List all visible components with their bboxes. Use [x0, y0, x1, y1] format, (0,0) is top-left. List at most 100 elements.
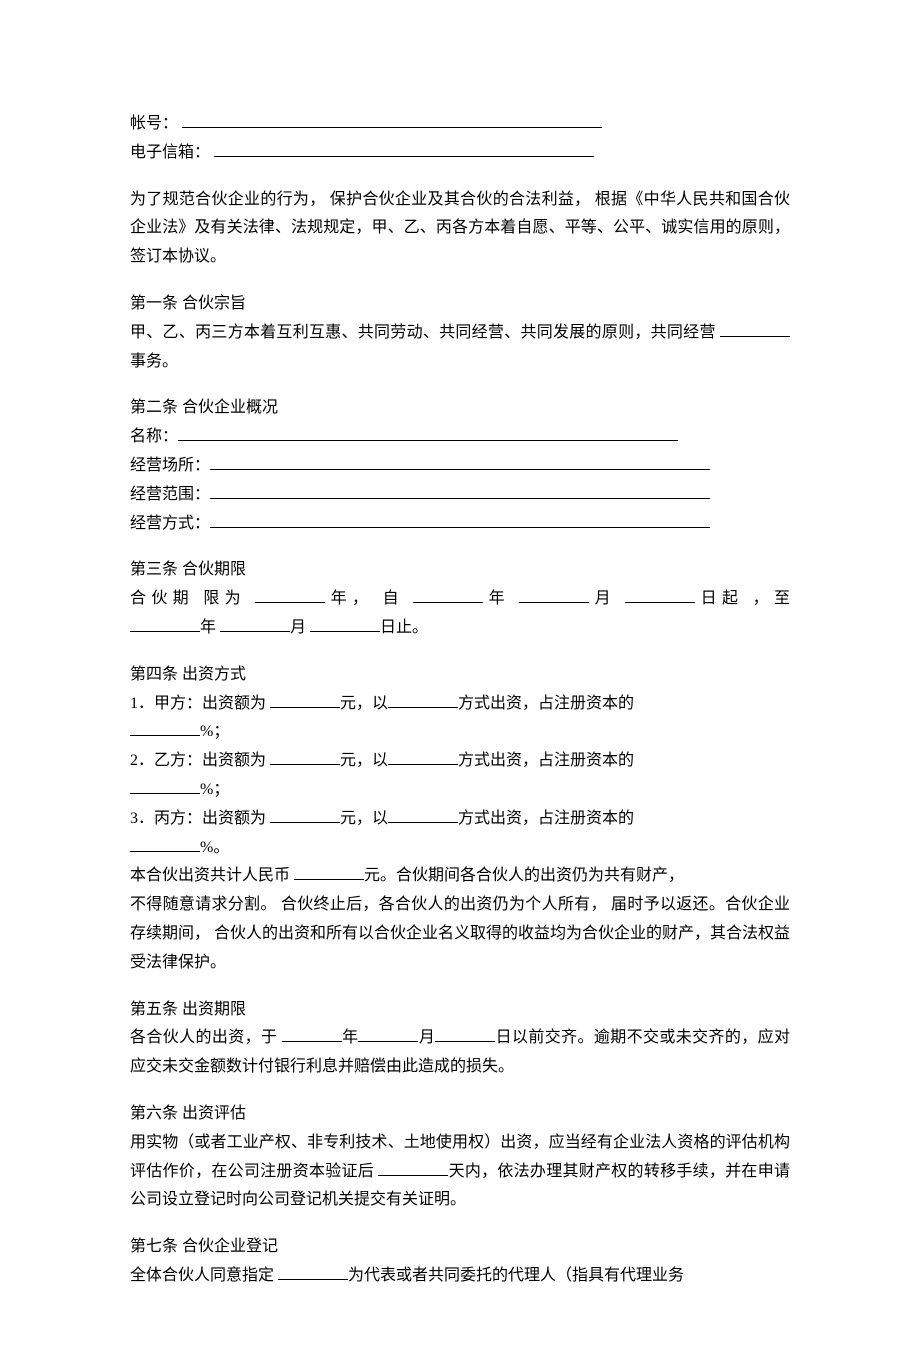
- a5-b: 年: [342, 1029, 359, 1046]
- article-7-body: 全体合伙人同意指定 为代表或者共同委托的代理人（指具有代理业务: [130, 1262, 790, 1291]
- a4-blank7: [270, 806, 340, 823]
- article-6: 第六条 出资评估 用实物（或者工业产权、非专利技术、土地使用权）出资，应当经有企…: [130, 1100, 790, 1215]
- article-2-scope-label: 经营范围：: [130, 486, 210, 503]
- a4-p2b: 元，以: [340, 752, 388, 769]
- a4-p2c: 方式出资，占注册资本的: [458, 752, 634, 769]
- article-6-body: 用实物（或者工业产权、非专利技术、土地使用权）出资，应当经有企业法人资格的评估机…: [130, 1129, 790, 1215]
- article-1-title: 第一条 合伙宗旨: [130, 290, 790, 319]
- a3-blank2: [413, 586, 483, 603]
- article-2-place-blank: [210, 453, 710, 470]
- article-5: 第五条 出资期限 各合伙人的出资，于 年月日以前交齐。逾期不交或未交齐的，应对应…: [130, 996, 790, 1082]
- article-2-mode-label: 经营方式：: [130, 515, 210, 532]
- a4-blank10: [294, 863, 364, 880]
- a4-p1b: 元，以: [340, 695, 388, 712]
- account-label: 帐号：: [130, 115, 178, 132]
- article-2-mode: 经营方式：: [130, 510, 790, 539]
- a4-p2a: 2．乙方：出资额为: [130, 752, 270, 769]
- a3-blank4: [625, 586, 695, 603]
- article-2-mode-blank: [210, 511, 710, 528]
- email-line: 电子信箱：: [130, 139, 790, 168]
- a4-blank5: [388, 748, 458, 765]
- article-5-title: 第五条 出资期限: [130, 996, 790, 1025]
- a5-c: 月: [418, 1029, 435, 1046]
- article-4-sumc: 不得随意请求分割。 合伙终止后，各合伙人的出资仍为个人所有， 届时予以返还。合伙…: [130, 891, 790, 977]
- article-2-scope-blank: [210, 482, 710, 499]
- a3-blank5: [130, 615, 200, 632]
- a3-blank6: [220, 615, 290, 632]
- a3-l1-a: 合伙期 限为: [130, 590, 255, 607]
- a4-blank3: [130, 719, 200, 736]
- account-blank: [182, 111, 602, 128]
- article-2-place: 经营场所：: [130, 452, 790, 481]
- article-3-line1: 合伙期 限为 年， 自 年 月 日起 ，至: [130, 585, 790, 614]
- a3-l1-b: 年， 自: [325, 590, 413, 607]
- article-2-name-blank: [178, 424, 678, 441]
- a4-pct1: %；: [200, 723, 229, 740]
- a4-pct2: %；: [200, 781, 229, 798]
- a3-l1-e: 日起 ，至: [695, 590, 790, 607]
- a4-blank1: [270, 691, 340, 708]
- a4-blank9: [130, 835, 200, 852]
- article-4-p3: 3．丙方：出资额为 元，以 方式出资，占注册资本的: [130, 805, 790, 834]
- a5-a: 各合伙人的出资，于: [130, 1029, 282, 1046]
- a7-b: 为代表或者共同委托的代理人（指具有代理业务: [348, 1267, 684, 1284]
- a4-blank4: [270, 748, 340, 765]
- article-1: 第一条 合伙宗旨 甲、乙、丙三方本着互利互惠、共同劳动、共同经营、共同发展的原则…: [130, 290, 790, 376]
- a3-blank3: [519, 586, 589, 603]
- article-1-body-post: 事务。: [130, 353, 178, 370]
- a4-p1a: 1．甲方：出资额为: [130, 695, 270, 712]
- article-2: 第二条 合伙企业概况 名称： 经营场所： 经营范围： 经营方式：: [130, 394, 790, 538]
- a5-blank3: [435, 1025, 495, 1042]
- article-4-sum: 本合伙出资共计人民币 元。合伙期间各合伙人的出资仍为共有财产，: [130, 862, 790, 891]
- article-2-title: 第二条 合伙企业概况: [130, 394, 790, 423]
- a4-p3c: 方式出资，占注册资本的: [458, 810, 634, 827]
- article-2-scope: 经营范围：: [130, 481, 790, 510]
- a3-l2-d: 日止。: [380, 619, 428, 636]
- article-1-body: 甲、乙、丙三方本着互利互惠、共同劳动、共同经营、共同发展的原则，共同经营 事务。: [130, 319, 790, 377]
- email-label: 电子信箱：: [130, 144, 210, 161]
- a4-p3a: 3．丙方：出资额为: [130, 810, 270, 827]
- a4-blank6: [130, 777, 200, 794]
- article-4-title: 第四条 出资方式: [130, 661, 790, 690]
- a3-l1-c: 年: [483, 590, 519, 607]
- article-4: 第四条 出资方式 1．甲方：出资额为 元，以方式出资，占注册资本的 %； 2．乙…: [130, 661, 790, 978]
- a3-blank7: [310, 615, 380, 632]
- a4-blank8: [388, 806, 458, 823]
- preamble: 为了规范合伙企业的行为， 保护合伙企业及其合伙的合法利益， 根据《中华人民共和国…: [130, 186, 790, 272]
- a4-blank2: [388, 691, 458, 708]
- account-line: 帐号：: [130, 110, 790, 139]
- article-1-body-pre: 甲、乙、丙三方本着互利互惠、共同劳动、共同经营、共同发展的原则，共同经营: [130, 324, 720, 341]
- a3-l2-b: 年: [200, 619, 220, 636]
- a3-blank1: [255, 586, 325, 603]
- article-5-body: 各合伙人的出资，于 年月日以前交齐。逾期不交或未交齐的，应对应交未交金额数计付银…: [130, 1024, 790, 1082]
- article-4-p2: 2．乙方：出资额为 元，以 方式出资，占注册资本的: [130, 747, 790, 776]
- a4-suma: 本合伙出资共计人民币: [130, 867, 294, 884]
- email-blank: [214, 140, 594, 157]
- a5-blank2: [358, 1025, 418, 1042]
- article-3-line2: 年 月 日止。: [130, 614, 790, 643]
- preamble-text: 为了规范合伙企业的行为， 保护合伙企业及其合伙的合法利益， 根据《中华人民共和国…: [130, 186, 790, 272]
- a4-sumb: 元。合伙期间各合伙人的出资仍为共有财产，: [364, 867, 684, 884]
- a4-p3b: 元，以: [340, 810, 388, 827]
- article-6-title: 第六条 出资评估: [130, 1100, 790, 1129]
- a5-blank1: [282, 1025, 342, 1042]
- article-3-title: 第三条 合伙期限: [130, 556, 790, 585]
- a3-l1-d: 月: [589, 590, 625, 607]
- article-7: 第七条 合伙企业登记 全体合伙人同意指定 为代表或者共同委托的代理人（指具有代理…: [130, 1233, 790, 1291]
- article-4-p1-pct: %；: [130, 718, 790, 747]
- a6-blank1: [378, 1159, 448, 1176]
- document-page: 帐号： 电子信箱： 为了规范合伙企业的行为， 保护合伙企业及其合伙的合法利益， …: [0, 0, 920, 1351]
- article-4-p2-pct: %；: [130, 776, 790, 805]
- a3-l2-c: 月: [290, 619, 310, 636]
- article-4-p1: 1．甲方：出资额为 元，以 方式出资，占注册资本的: [130, 690, 790, 719]
- article-1-blank: [720, 320, 790, 337]
- a7-a: 全体合伙人同意指定: [130, 1267, 278, 1284]
- a4-p1c: 方式出资，占注册资本的: [458, 695, 634, 712]
- article-7-title: 第七条 合伙企业登记: [130, 1233, 790, 1262]
- article-3: 第三条 合伙期限 合伙期 限为 年， 自 年 月 日起 ，至 年 月 日止。: [130, 556, 790, 642]
- article-2-name: 名称：: [130, 423, 790, 452]
- article-4-p3-pct: %。: [130, 834, 790, 863]
- article-2-name-label: 名称：: [130, 428, 178, 445]
- a7-blank1: [278, 1263, 348, 1280]
- a4-pct3: %。: [200, 839, 229, 856]
